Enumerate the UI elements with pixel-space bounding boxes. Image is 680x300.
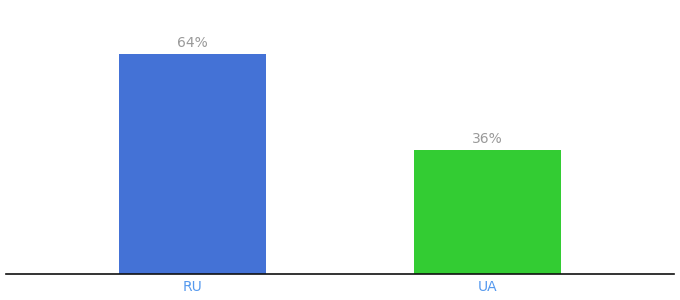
Text: 36%: 36% xyxy=(472,132,503,146)
Bar xyxy=(413,150,561,274)
Text: 64%: 64% xyxy=(177,36,208,50)
Bar xyxy=(119,54,267,274)
